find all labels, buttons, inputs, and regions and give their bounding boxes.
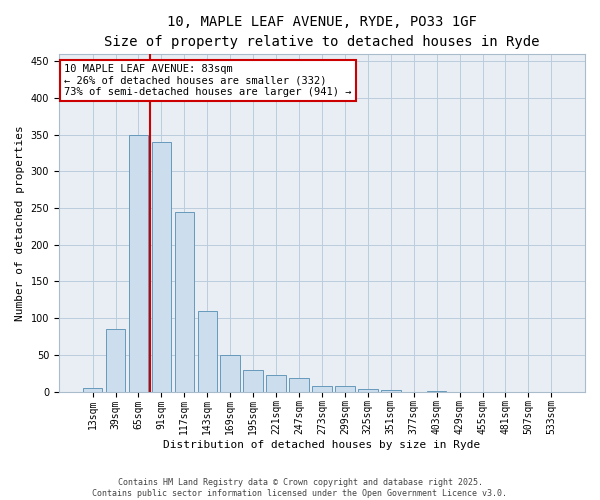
Bar bbox=[197, 311, 217, 392]
X-axis label: Distribution of detached houses by size in Ryde: Distribution of detached houses by size … bbox=[163, 440, 481, 450]
Y-axis label: Number of detached properties: Number of detached properties bbox=[15, 125, 25, 320]
Bar bbox=[175, 212, 194, 392]
Title: 10, MAPLE LEAF AVENUE, RYDE, PO33 1GF
Size of property relative to detached hous: 10, MAPLE LEAF AVENUE, RYDE, PO33 1GF Si… bbox=[104, 15, 540, 48]
Bar bbox=[152, 142, 171, 392]
Bar bbox=[427, 391, 446, 392]
Text: 10 MAPLE LEAF AVENUE: 83sqm
← 26% of detached houses are smaller (332)
73% of se: 10 MAPLE LEAF AVENUE: 83sqm ← 26% of det… bbox=[64, 64, 352, 97]
Bar bbox=[244, 370, 263, 392]
Bar bbox=[83, 388, 103, 392]
Bar bbox=[106, 329, 125, 392]
Text: Contains HM Land Registry data © Crown copyright and database right 2025.
Contai: Contains HM Land Registry data © Crown c… bbox=[92, 478, 508, 498]
Bar bbox=[220, 355, 240, 392]
Bar bbox=[381, 390, 401, 392]
Bar bbox=[335, 386, 355, 392]
Bar bbox=[266, 376, 286, 392]
Bar bbox=[312, 386, 332, 392]
Bar bbox=[358, 390, 377, 392]
Bar bbox=[289, 378, 309, 392]
Bar bbox=[128, 134, 148, 392]
